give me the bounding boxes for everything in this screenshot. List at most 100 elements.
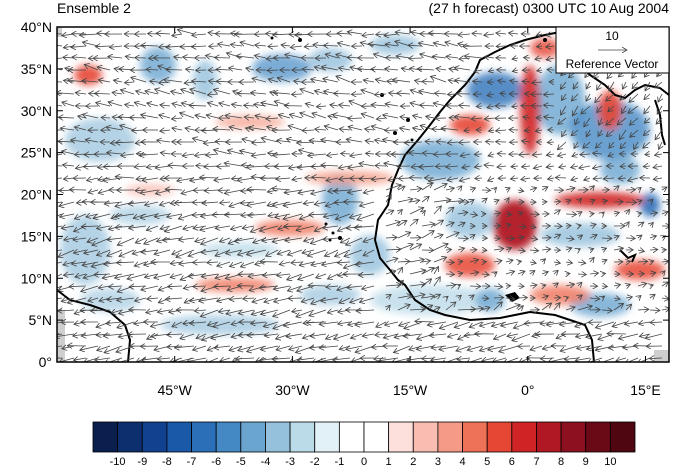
wind-vector-arrow (422, 81, 435, 82)
wind-vector-arrow (436, 68, 447, 70)
wind-vector-arrow (341, 154, 351, 155)
wind-vector-arrow (213, 90, 231, 95)
wind-vector-arrow (626, 284, 630, 286)
wind-vector-arrow (359, 274, 375, 275)
wind-vector-arrow (302, 69, 315, 70)
wind-vector-arrow (464, 130, 471, 131)
wind-vector-arrow (144, 237, 159, 244)
wind-vector-arrow (57, 165, 63, 167)
wind-vector-arrow (193, 262, 207, 263)
wind-vector-arrow (289, 114, 303, 118)
wind-vector-arrow (344, 249, 363, 257)
wind-vector-arrow (229, 298, 243, 300)
colorbar-swatch (511, 421, 537, 453)
wind-vector-arrow (662, 271, 665, 274)
wind-vector-arrow (469, 308, 483, 310)
wind-vector-arrow (146, 225, 159, 230)
wind-vector-arrow (634, 141, 638, 149)
wind-vector-arrow (363, 238, 375, 242)
wind-vector-arrow (57, 33, 63, 35)
wind-vector-arrow (643, 129, 651, 136)
wind-vector-arrow (661, 282, 668, 286)
wind-vector-arrow (510, 178, 519, 179)
wind-vector-arrow (186, 69, 195, 70)
wind-vector-arrow (613, 304, 624, 311)
colorbar-swatch (92, 421, 119, 453)
wind-vector-arrow (565, 284, 575, 286)
wind-vector-arrow (312, 113, 327, 119)
wind-vector-arrow (571, 129, 579, 136)
wind-vector-arrow (575, 117, 578, 125)
wind-vector-arrow (457, 309, 476, 310)
wind-vector-arrow (397, 220, 407, 227)
wind-vector-arrow (141, 45, 159, 46)
wind-vector-arrow (146, 310, 159, 313)
wind-vector-arrow (354, 226, 375, 228)
x-tick-label: 15°E (630, 382, 661, 398)
wind-vector-arrow (484, 57, 495, 58)
wind-vector-arrow (57, 177, 63, 179)
wind-vector-arrow (541, 249, 551, 250)
wind-vector-arrow (108, 102, 123, 107)
wind-vector-arrow (584, 117, 591, 127)
wind-vector-arrow (159, 202, 171, 205)
colorbar-swatch (191, 421, 217, 453)
wind-vector-arrow (425, 141, 435, 142)
wind-vector-arrow (498, 81, 507, 83)
wind-vector-arrow (363, 249, 375, 256)
wind-vector-arrow (577, 274, 586, 275)
wind-vector-arrow (366, 153, 375, 154)
wind-vector-arrow (419, 91, 435, 94)
wind-vector-arrow (619, 129, 627, 140)
wind-vector-arrow (578, 235, 583, 238)
wind-vector-arrow (409, 207, 424, 215)
wind-vector-arrow (171, 118, 183, 119)
wind-vector-arrow (168, 165, 183, 166)
wind-vector-arrow (356, 310, 375, 311)
wind-vector-arrow (93, 213, 111, 218)
wind-vector-arrow (430, 76, 447, 83)
wind-vector-arrow (566, 200, 571, 202)
wind-vector-arrow (172, 321, 183, 327)
wind-vector-arrow (61, 151, 75, 154)
wind-vector-arrow (593, 153, 603, 154)
wind-vector-arrow (517, 190, 524, 191)
wind-vector-arrow (268, 46, 279, 47)
wind-vector-arrow (606, 117, 615, 125)
wind-vector-arrow (246, 68, 255, 70)
wind-vector-arrow (561, 105, 567, 115)
wind-vector-arrow (476, 106, 483, 107)
wind-vector-arrow (84, 64, 99, 71)
wind-vector-arrow (529, 285, 537, 286)
wind-vector-arrow (166, 70, 183, 71)
wind-vector-arrow (114, 214, 135, 217)
wind-vector-arrow (147, 298, 159, 299)
wind-vector-arrow (216, 69, 231, 70)
colorbar-swatch (363, 421, 390, 453)
wind-vector-arrow (657, 105, 663, 114)
wind-vector-arrow (124, 82, 135, 83)
wind-vector-arrow (304, 238, 315, 241)
wind-vector-arrow (529, 188, 537, 190)
wind-vector-arrow (421, 261, 431, 262)
wind-vector-arrow (572, 154, 579, 157)
wind-vector-arrow (251, 154, 267, 156)
wind-vector-arrow (655, 81, 663, 88)
wind-vector-arrow (397, 244, 413, 251)
wind-vector-arrow (458, 273, 463, 274)
wind-vector-arrow (97, 249, 111, 255)
wind-vector-arrow (474, 166, 483, 167)
wind-vector-arrow (577, 262, 586, 263)
wind-vector-arrow (58, 117, 75, 118)
wind-vector-arrow (546, 58, 555, 60)
colorbar-swatch (265, 421, 291, 453)
wind-vector-arrow (557, 154, 567, 156)
wind-vector-arrow (620, 141, 627, 149)
wind-vector-arrow (626, 261, 631, 262)
wind-vector-arrow (229, 127, 243, 130)
wind-vector-arrow (602, 248, 607, 250)
colorbar-label: -5 (236, 456, 246, 468)
colorbar-label: 9 (583, 456, 589, 468)
wind-vector-arrow (656, 117, 663, 124)
wind-vector-arrow (548, 178, 555, 179)
